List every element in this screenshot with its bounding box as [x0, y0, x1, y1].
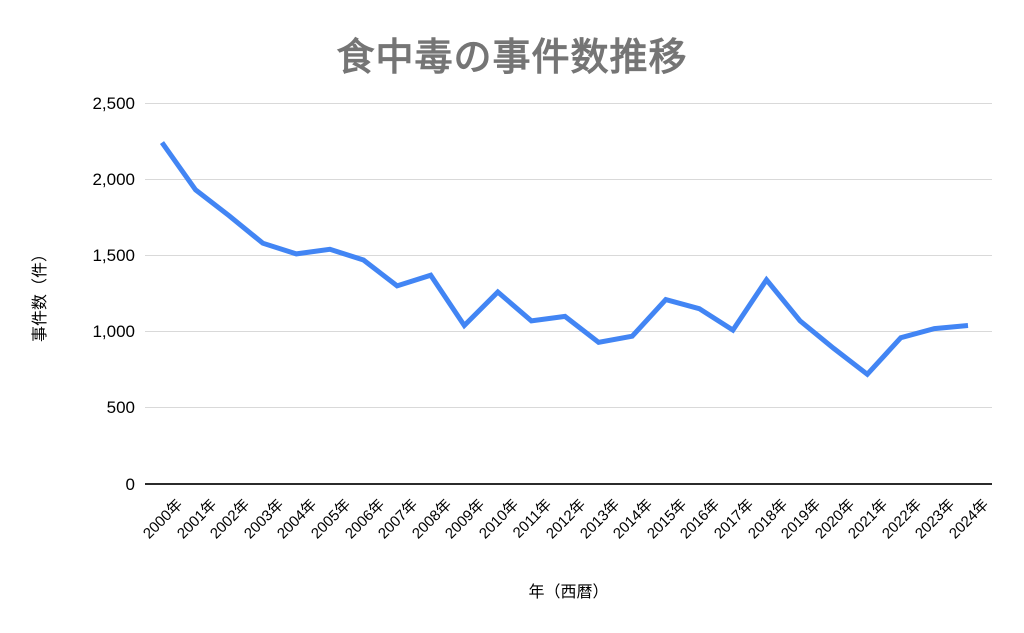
x-tick-label: 2003年	[240, 496, 287, 543]
x-tick-label: 2007年	[374, 496, 422, 543]
x-tick-label: 2013年	[576, 496, 623, 543]
x-tick-label: 2001年	[173, 496, 220, 543]
y-tick-label: 500	[106, 398, 135, 418]
y-tick-label: 1,500	[92, 245, 135, 265]
x-tick-label: 2000年	[139, 496, 187, 543]
x-tick-label: 2016年	[677, 496, 724, 543]
gridline	[145, 178, 992, 180]
x-tick-label: 2006年	[341, 496, 388, 543]
gridline	[145, 254, 992, 256]
y-tick-label: 0	[125, 474, 135, 494]
chart-title: 食中毒の事件数推移	[336, 37, 688, 79]
gridline	[145, 407, 992, 409]
gridline	[145, 102, 992, 104]
x-tick-label: 2017年	[710, 496, 758, 543]
x-axis-title: 年（西暦）	[528, 584, 609, 601]
x-tick-label: 2022年	[878, 496, 925, 543]
x-tick-label: 2023年	[912, 496, 959, 543]
plot-area	[145, 102, 992, 485]
trend-line	[159, 141, 969, 378]
x-tick-label: 2002年	[207, 496, 254, 543]
x-tick-label: 2019年	[777, 496, 825, 543]
x-tick-label: 2018年	[744, 496, 791, 543]
x-tick-label: 2004年	[274, 496, 321, 543]
x-tick-label: 2015年	[643, 496, 690, 543]
x-tick-label: 2005年	[307, 496, 355, 543]
y-tick-label: 2,000	[92, 169, 135, 189]
y-tick-label: 2,500	[92, 93, 135, 113]
y-tick-label: 1,000	[92, 322, 135, 342]
x-tick-label: 2011年	[510, 496, 556, 542]
x-tick-label: 2009年	[442, 496, 489, 543]
series-svg	[159, 141, 969, 378]
x-tick-label: 2010年	[475, 496, 522, 543]
x-axis-baseline	[145, 483, 992, 485]
gridline	[145, 331, 992, 333]
x-tick-label: 2012年	[542, 496, 590, 543]
y-axis-ticks: 0 500 1,000 1,500 2,000 2,500	[0, 95, 135, 493]
x-tick-label: 2008年	[408, 496, 455, 543]
x-tick-label: 2014年	[610, 496, 657, 543]
x-tick-label: 2024年	[945, 496, 993, 543]
x-tick-label: 2020年	[811, 496, 858, 543]
x-tick-label: 2021年	[845, 496, 892, 543]
